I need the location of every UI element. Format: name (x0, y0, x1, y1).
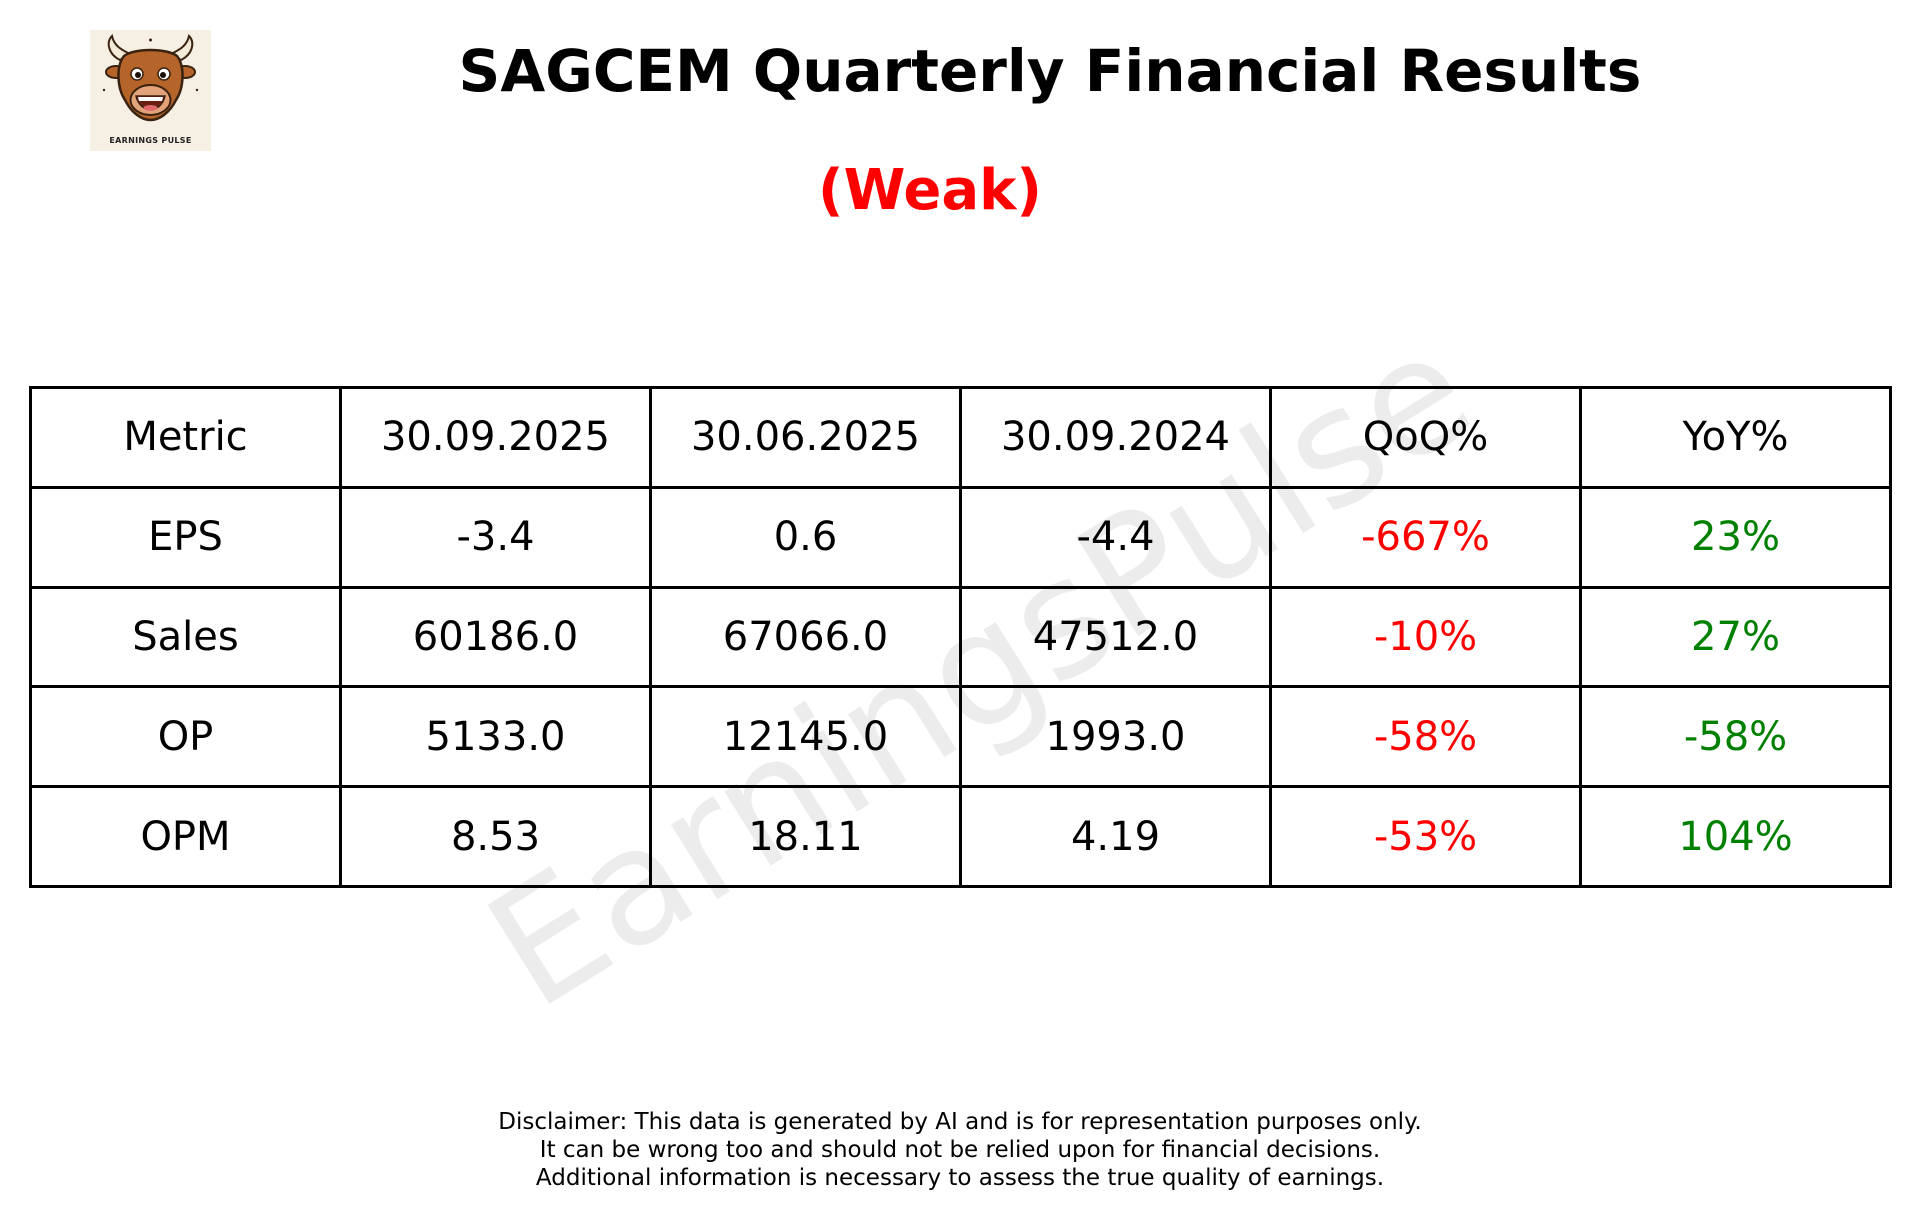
logo: EARNINGS PULSE (90, 30, 211, 151)
table-header-row: Metric 30.09.2025 30.06.2025 30.09.2024 … (29, 386, 1892, 489)
header-cell-q2: 30.06.2025 (649, 386, 962, 489)
cell-q1: -3.4 (339, 485, 652, 589)
cell-metric: OPM (29, 785, 342, 888)
cell-qoq: -58% (1269, 685, 1582, 789)
header-cell-metric: Metric (29, 386, 342, 489)
disclaimer-line: It can be wrong too and should not be re… (539, 1137, 1381, 1163)
cell-yoy: 104% (1579, 785, 1892, 888)
cell-metric: OP (29, 685, 342, 789)
disclaimer-line: Disclaimer: This data is generated by AI… (498, 1109, 1422, 1135)
cell-q3: -4.4 (959, 485, 1272, 589)
cell-q2: 0.6 (649, 485, 962, 589)
table-row: OP 5133.0 12145.0 1993.0 -58% -58% (29, 685, 1892, 789)
cell-q3: 1993.0 (959, 685, 1272, 789)
cell-q2: 12145.0 (649, 685, 962, 789)
header-cell-yoy: YoY% (1579, 386, 1892, 489)
results-table: Metric 30.09.2025 30.06.2025 30.09.2024 … (29, 386, 1892, 888)
logo-text: EARNINGS PULSE (109, 136, 192, 145)
disclaimer-line: Additional information is necessary to a… (535, 1165, 1385, 1191)
cell-q1: 5133.0 (339, 685, 652, 789)
cell-yoy: 23% (1579, 485, 1892, 589)
cell-q3: 47512.0 (959, 585, 1272, 689)
table-row: Sales 60186.0 67066.0 47512.0 -10% 27% (29, 585, 1892, 689)
cell-yoy: -58% (1579, 685, 1892, 789)
cell-metric: EPS (29, 485, 342, 589)
disclaimer: Disclaimer: This data is generated by AI… (360, 1108, 1560, 1192)
cell-yoy: 27% (1579, 585, 1892, 689)
header-cell-qoq: QoQ% (1269, 386, 1582, 489)
cell-q2: 67066.0 (649, 585, 962, 689)
cell-q1: 8.53 (339, 785, 652, 888)
header-cell-q3: 30.09.2024 (959, 386, 1272, 489)
cell-metric: Sales (29, 585, 342, 689)
bull-mascot-icon (102, 33, 199, 122)
cell-qoq: -10% (1269, 585, 1582, 689)
cell-q1: 60186.0 (339, 585, 652, 689)
verdict-label: (Weak) (818, 158, 1042, 223)
table-row: OPM 8.53 18.11 4.19 -53% 104% (29, 785, 1892, 888)
table-row: EPS -3.4 0.6 -4.4 -667% 23% (29, 485, 1892, 589)
cell-qoq: -667% (1269, 485, 1582, 589)
header-cell-q1: 30.09.2025 (339, 386, 652, 489)
page-title: SAGCEM Quarterly Financial Results (458, 37, 1642, 105)
cell-q2: 18.11 (649, 785, 962, 888)
cell-q3: 4.19 (959, 785, 1272, 888)
cell-qoq: -53% (1269, 785, 1582, 888)
